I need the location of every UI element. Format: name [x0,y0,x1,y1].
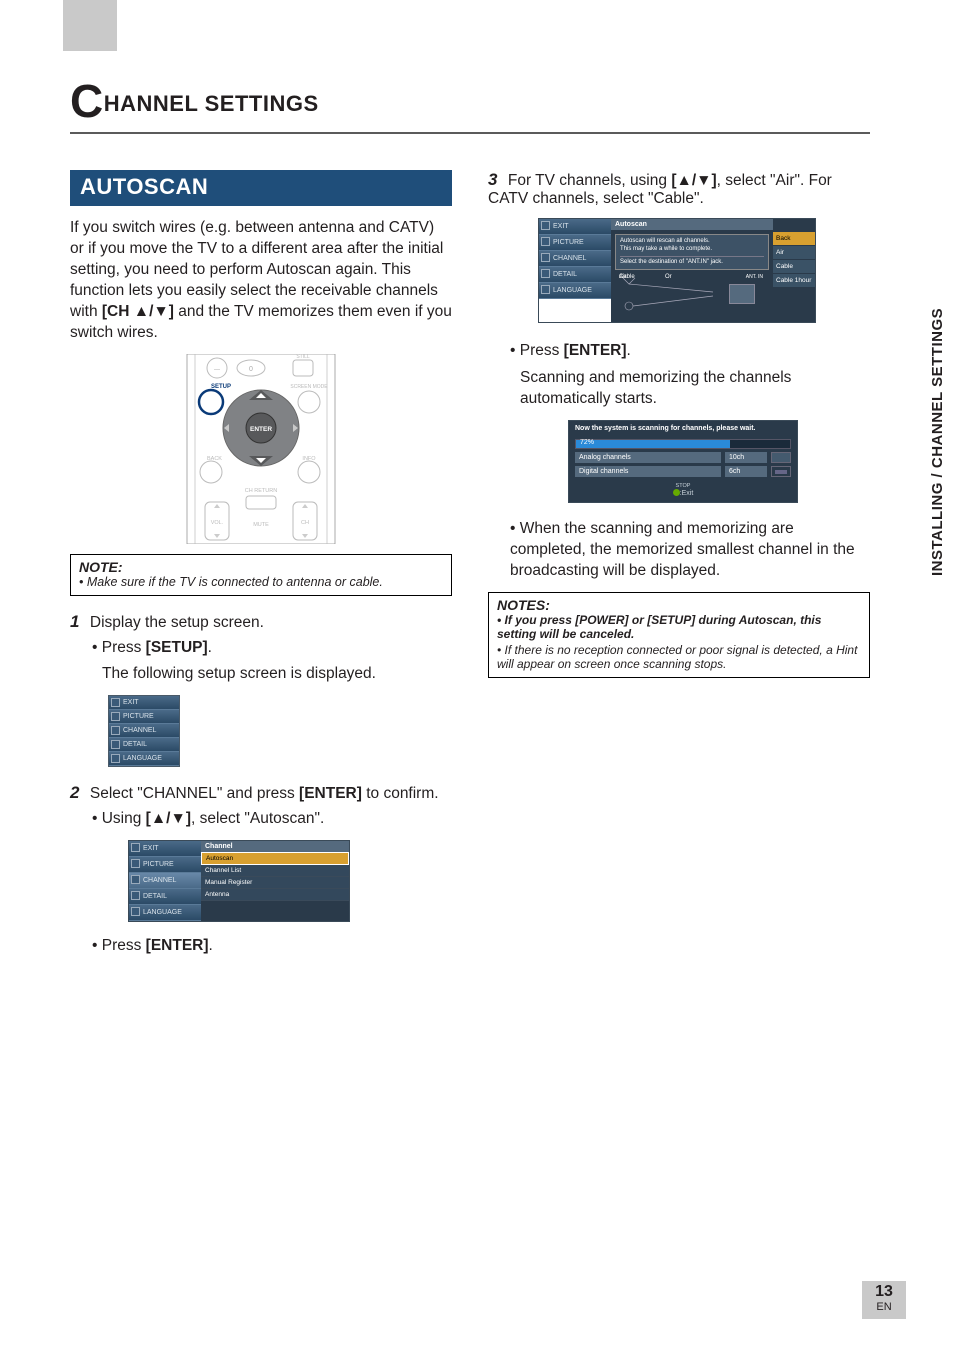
channel-menu: EXIT PICTURE CHANNEL DETAIL LANGUAGE Cha… [128,840,350,922]
svg-text:STILL: STILL [296,354,310,360]
chapter-initial: C [70,75,104,127]
step-3: 3 For TV channels, using [▲/▼], select "… [488,170,870,208]
step-3-bullet-1: • Press [ENTER]. [510,341,870,362]
side-tab-text: INSTALLING / CHANNEL SETTINGS [922,232,954,652]
svg-text:ENTER: ENTER [250,426,272,433]
autoscan-menu-thumb: EXIT PICTURE CHANNEL DETAIL LANGUAGE Aut… [538,218,870,323]
step-3-bullet-2: Scanning and memorizing the channels aut… [520,368,870,410]
left-column: AUTOSCAN If you switch wires (e.g. betwe… [70,170,452,957]
step-2-text: Select "CHANNEL" and press [ENTER] to co… [90,785,439,802]
header-gray-block [63,0,117,51]
step-1-num: 1 [70,612,86,632]
chapter-title: CHANNEL SETTINGS [70,74,870,128]
svg-text:MUTE: MUTE [253,522,269,528]
step-3-num: 3 [488,170,504,190]
notes2-b1: • If you press [POWER] or [SETUP] during… [497,613,861,641]
svg-text:VOL.: VOL. [211,520,224,526]
note-box: NOTE: • Make sure if the TV is connected… [70,554,452,596]
step-2: 2 Select "CHANNEL" and press [ENTER] to … [70,783,452,803]
remote-illustration: — 0 STILL SETUP SCREEN MODE ENTER [181,354,341,544]
channel-menu-thumb: EXIT PICTURE CHANNEL DETAIL LANGUAGE Cha… [128,840,452,922]
step-1: 1 Display the setup screen. [70,612,452,632]
step-1-bullet-2: The following setup screen is displayed. [102,664,452,685]
step-1-text: Display the setup screen. [90,614,264,631]
menu-channel: CHANNEL [109,724,179,738]
columns: AUTOSCAN If you switch wires (e.g. betwe… [70,170,870,957]
svg-text:0: 0 [249,366,253,373]
chapter-rest: HANNEL SETTINGS [104,91,319,116]
step-1-bullet-1: • Press [SETUP]. [92,638,452,659]
svg-text:—: — [214,367,220,373]
menu-detail: DETAIL [109,738,179,752]
notes2-b2: • If there is no reception connected or … [497,643,861,671]
scan-progress: Now the system is scanning for channels,… [568,420,798,503]
note-body: • Make sure if the TV is connected to an… [79,575,443,589]
menu-exit: EXIT [109,696,179,710]
note-title: NOTE: [79,559,443,575]
page-en: EN [862,1301,906,1313]
page-number-box: 13 EN [862,1281,906,1319]
step-2-num: 2 [70,783,86,803]
page-container: CHANNEL SETTINGS AUTOSCAN If you switch … [70,48,870,957]
step-2-bullet-2: • Press [ENTER]. [92,936,452,957]
small-menu: EXIT PICTURE CHANNEL DETAIL LANGUAGE [108,695,180,767]
svg-text:CH RETURN: CH RETURN [245,488,277,494]
autoscan-menu: EXIT PICTURE CHANNEL DETAIL LANGUAGE Aut… [538,218,816,323]
step-2-bullet-1: • Using [▲/▼], select "Autoscan". [92,809,452,830]
side-tab: INSTALLING / CHANNEL SETTINGS [922,232,954,652]
svg-text:SCREEN MODE: SCREEN MODE [290,384,328,390]
chapter-rule [70,132,870,134]
section-header: AUTOSCAN [70,170,452,206]
intro-ch-key: [CH ▲/▼] [102,303,174,320]
intro-paragraph: If you switch wires (e.g. between antenn… [70,218,452,344]
step-3-text: For TV channels, using [▲/▼], select "Ai… [488,172,832,207]
step-3-bullet-3: • When the scanning and memorizing are c… [510,519,870,582]
page-footer: 13 EN [862,1281,906,1319]
menu-picture: PICTURE [109,710,179,724]
page-num: 13 [862,1283,906,1301]
setup-menu-thumb: EXIT PICTURE CHANNEL DETAIL LANGUAGE [108,695,452,767]
right-column: 3 For TV channels, using [▲/▼], select "… [488,170,870,957]
menu-language: LANGUAGE [109,752,179,766]
notes-box-2: NOTES: • If you press [POWER] or [SETUP]… [488,592,870,678]
svg-text:CH: CH [301,520,309,526]
notes2-title: NOTES: [497,597,861,613]
